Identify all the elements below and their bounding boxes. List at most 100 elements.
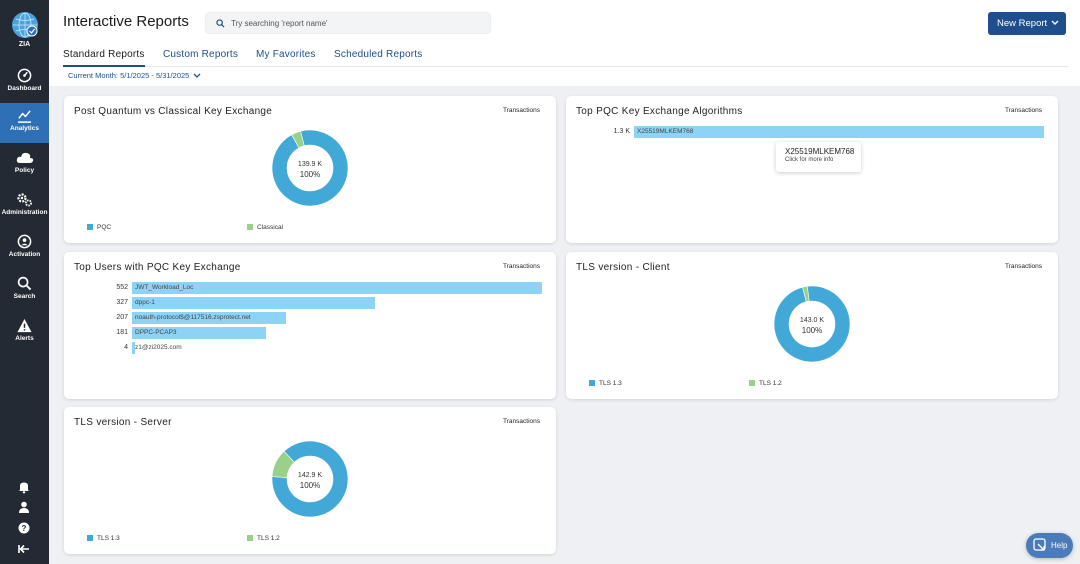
card-title: Post Quantum vs Classical Key Exchange [74,106,273,117]
center-percent: 100% [300,481,320,490]
tab-standard-reports[interactable]: Standard Reports [63,49,145,67]
donut-slice-tls-1-2[interactable] [271,450,295,478]
card-metric: Transactions [503,107,540,114]
help-button[interactable]: Help [1026,533,1073,558]
donut-slice-pqc[interactable] [271,129,349,207]
sidebar-item-search[interactable]: Search [0,271,49,311]
help-label: Help [1051,541,1068,550]
legend-item-tls13[interactable]: TLS 1.3 [87,535,120,542]
sidebar-item-label: Alerts [15,335,34,342]
sidebar-item-administration[interactable]: Administration [0,187,49,227]
tab-scheduled-reports[interactable]: Scheduled Reports [334,49,423,60]
donut-slice-tls-1-3[interactable] [773,285,851,363]
bar[interactable] [132,327,267,339]
chevron-down-icon [1051,20,1059,25]
chart-tooltip: X25519MLKEM768 Click for more info [776,142,861,172]
report-search[interactable] [205,12,491,34]
card-title: Top Users with PQC Key Exchange [74,262,241,273]
dashboard-icon [17,68,32,83]
donut-chart[interactable]: 139.9 K 100% [270,128,350,208]
page-title: Interactive Reports [63,13,189,30]
sidebar-item-policy[interactable]: Policy [0,145,49,185]
card-metric: Transactions [1005,107,1042,114]
bar-label: z1@zi2025.com [135,344,182,351]
card-top-users: Top Users with PQC Key Exchange Transact… [64,252,556,399]
bell-icon[interactable] [17,480,31,494]
legend-item-tls12[interactable]: TLS 1.2 [749,380,782,387]
bar-label: JWT_Workload_Loc [135,284,194,291]
donut-chart[interactable]: 142.9 K 100% [270,439,350,519]
center-value: 142.9 K [298,472,322,479]
bar[interactable] [132,282,542,294]
sidebar-item-activation[interactable]: Activation [0,229,49,269]
bar-label: X25519MLKEM768 [637,128,694,135]
bar-label: DPPC-PCAP3 [135,329,177,336]
legend-item-pqc[interactable]: PQC [87,224,111,231]
new-report-button[interactable]: New Report [988,12,1066,35]
card-top-pqc-algorithms: Top PQC Key Exchange Algorithms Transact… [566,96,1058,243]
report-grid: Post Quantum vs Classical Key Exchange T… [49,86,1080,564]
bar[interactable] [132,312,286,324]
zia-logo[interactable]: ZIA [0,12,49,48]
legend-item-classical[interactable]: Classical [247,224,283,231]
tab-custom-reports[interactable]: Custom Reports [163,49,239,60]
donut-slice-tls-1-3[interactable] [271,440,349,518]
card-metric: Transactions [503,263,540,270]
search-input[interactable] [231,16,481,31]
sidebar-item-label: Activation [8,251,41,258]
legend-item-tls12[interactable]: TLS 1.2 [247,535,280,542]
legend-label: Classical [257,224,284,231]
new-report-label: New Report [997,18,1048,29]
user-icon[interactable] [17,500,31,514]
bar-value: 552 [116,284,128,291]
bar-value: 181 [116,329,128,336]
bar-value: 327 [116,299,128,306]
sidebar-item-analytics[interactable]: Analytics [0,103,49,143]
card-title: Top PQC Key Exchange Algorithms [576,106,743,117]
sidebar-item-alerts[interactable]: Alerts [0,313,49,353]
center-percent: 100% [300,170,320,179]
search-icon [17,276,32,291]
sidebar-item-label: Administration [1,209,48,216]
chevron-down-icon [193,73,201,78]
donut-chart[interactable]: 143.0 K 100% [772,284,852,364]
center-value: 143.0 K [800,317,824,324]
card-metric: Transactions [1005,263,1042,270]
tab-my-favorites[interactable]: My Favorites [256,49,316,60]
card-pq-vs-classical: Post Quantum vs Classical Key Exchange T… [64,96,556,243]
card-metric: Transactions [503,418,540,425]
bar[interactable] [132,342,135,354]
analytics-icon [17,110,32,123]
legend-label: PQC [97,224,112,231]
collapse-sidebar-icon[interactable] [17,542,31,556]
gears-icon [17,193,32,207]
card-title: TLS version - Client [576,262,670,273]
center-value: 139.9 K [298,161,322,168]
sidebar-item-dashboard[interactable]: Dashboard [0,63,49,103]
legend-label: TLS 1.3 [97,535,120,542]
legend-label: TLS 1.2 [759,380,782,387]
bar[interactable] [634,126,1044,138]
legend-item-tls13[interactable]: TLS 1.3 [589,380,622,387]
donut-slice-tls-1-2[interactable] [802,285,810,303]
bar-label: dppc-1 [135,299,155,306]
help-chat-icon [1033,538,1046,551]
search-icon [216,19,225,28]
cloud-icon [16,152,33,163]
help-circle-icon[interactable]: ? [17,521,31,535]
legend-label: TLS 1.2 [257,535,280,542]
legend-swatch [749,380,755,386]
donut-slice-classical[interactable] [291,130,305,149]
date-range-filter[interactable]: Current Month: 5/1/2025 - 5/31/2025 [68,71,201,80]
sidebar-item-label: Analytics [10,125,39,132]
bar-value: 207 [116,314,128,321]
tooltip-title: X25519MLKEM768 [785,147,855,156]
center-percent: 100% [802,326,822,335]
sidebar-item-label: Search [13,293,36,300]
legend-label: TLS 1.3 [599,380,622,387]
bar[interactable] [132,297,375,309]
bar-value: 1.3 K [613,128,630,135]
legend-swatch [589,380,595,386]
legend-swatch [87,224,93,230]
app-name: ZIA [18,41,31,48]
